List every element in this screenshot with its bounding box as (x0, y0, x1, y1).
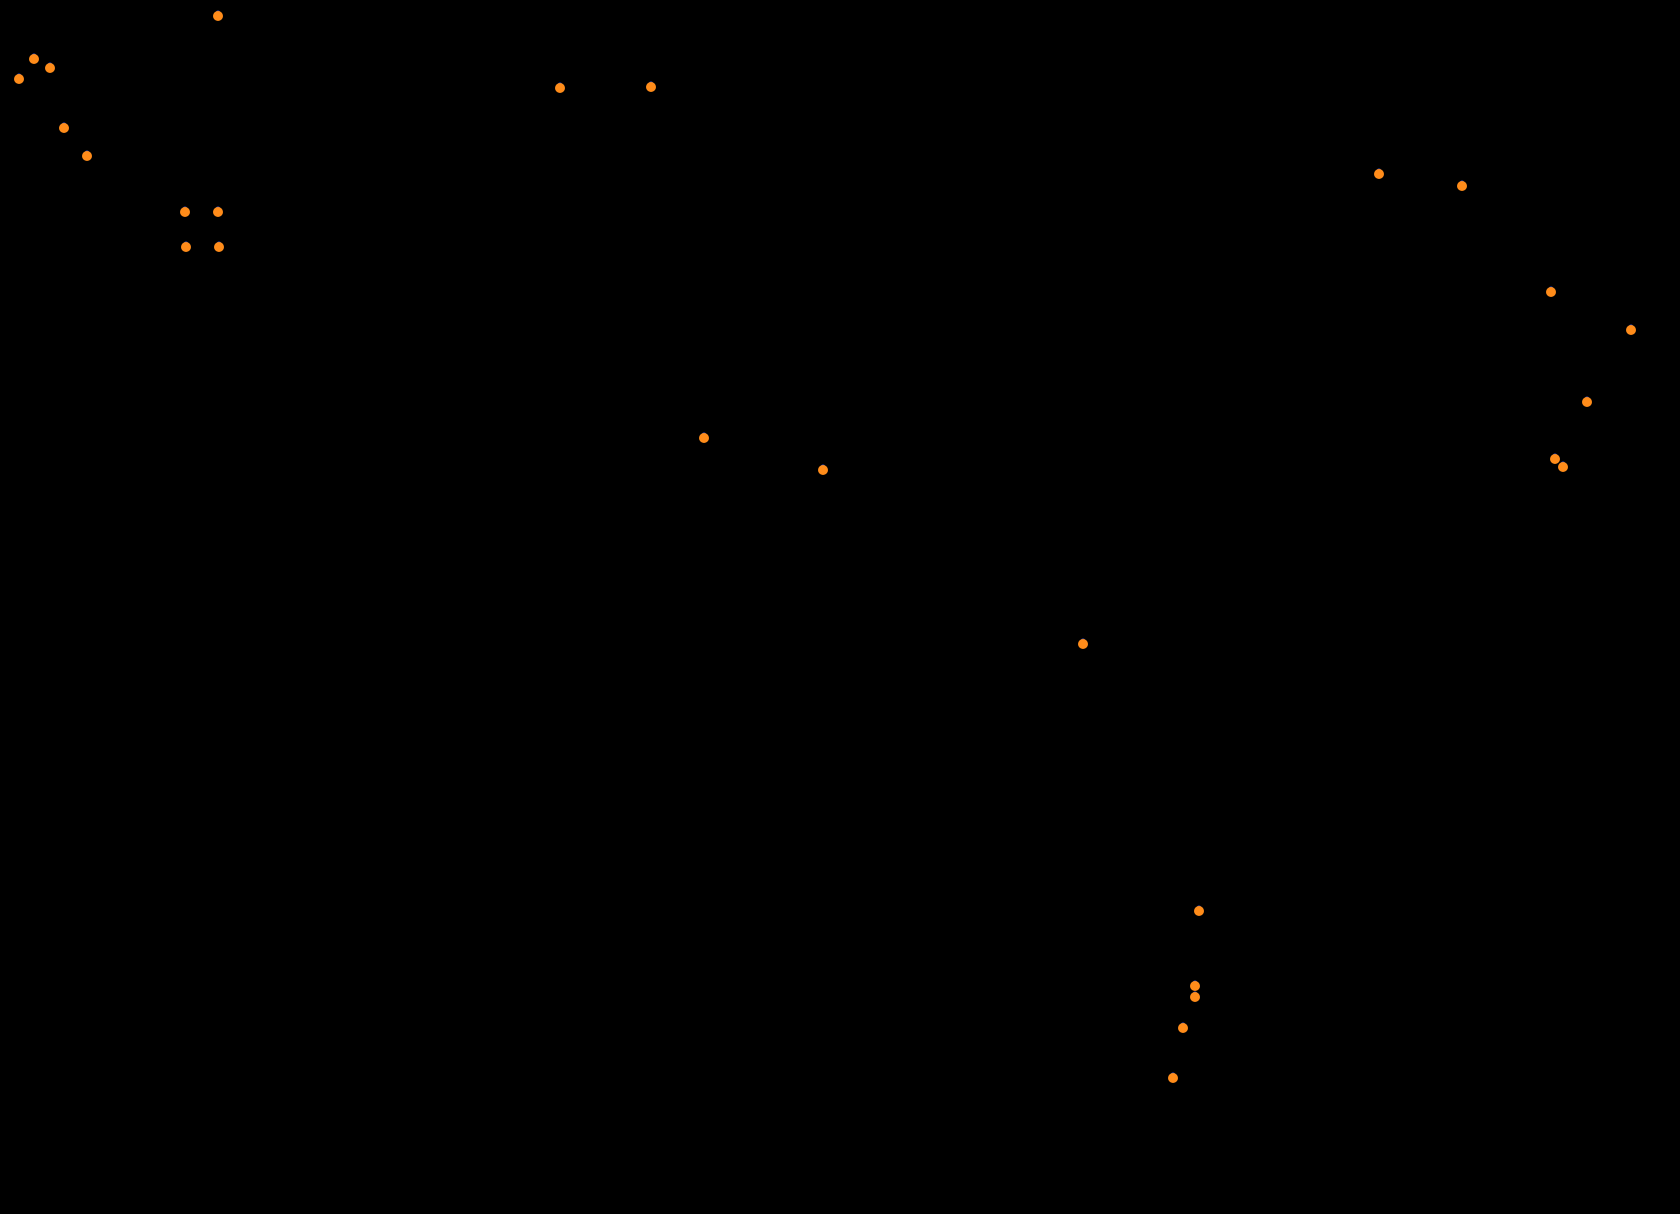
scatter-point-marker (1558, 462, 1568, 472)
scatter-point-marker (1550, 454, 1560, 464)
scatter-point-marker (213, 207, 223, 217)
scatter-point-marker (1194, 906, 1204, 916)
scatter-point-marker (213, 11, 223, 21)
scatter-point-marker (818, 465, 828, 475)
scatter-point-marker (646, 82, 656, 92)
scatter-point-marker (1178, 1023, 1188, 1033)
scatter-point-marker (45, 63, 55, 73)
scatter-point-marker (699, 433, 709, 443)
scatter-point-marker (180, 207, 190, 217)
scatter-point-marker (214, 242, 224, 252)
scatter-point-marker (1374, 169, 1384, 179)
scatter-point-marker (1078, 639, 1088, 649)
scatter-point-marker (1546, 287, 1556, 297)
scatter-point-marker (1190, 981, 1200, 991)
scatter-point-marker (181, 242, 191, 252)
scatter-point-marker (555, 83, 565, 93)
scatter-point-marker (59, 123, 69, 133)
scatter-plot (0, 0, 1680, 1214)
scatter-point-marker (1626, 325, 1636, 335)
scatter-point-marker (1168, 1073, 1178, 1083)
plot-background (0, 0, 1680, 1214)
scatter-point-marker (1190, 992, 1200, 1002)
scatter-point-marker (14, 74, 24, 84)
scatter-point-marker (29, 54, 39, 64)
scatter-point-marker (1582, 397, 1592, 407)
scatter-point-marker (82, 151, 92, 161)
scatter-point-marker (1457, 181, 1467, 191)
